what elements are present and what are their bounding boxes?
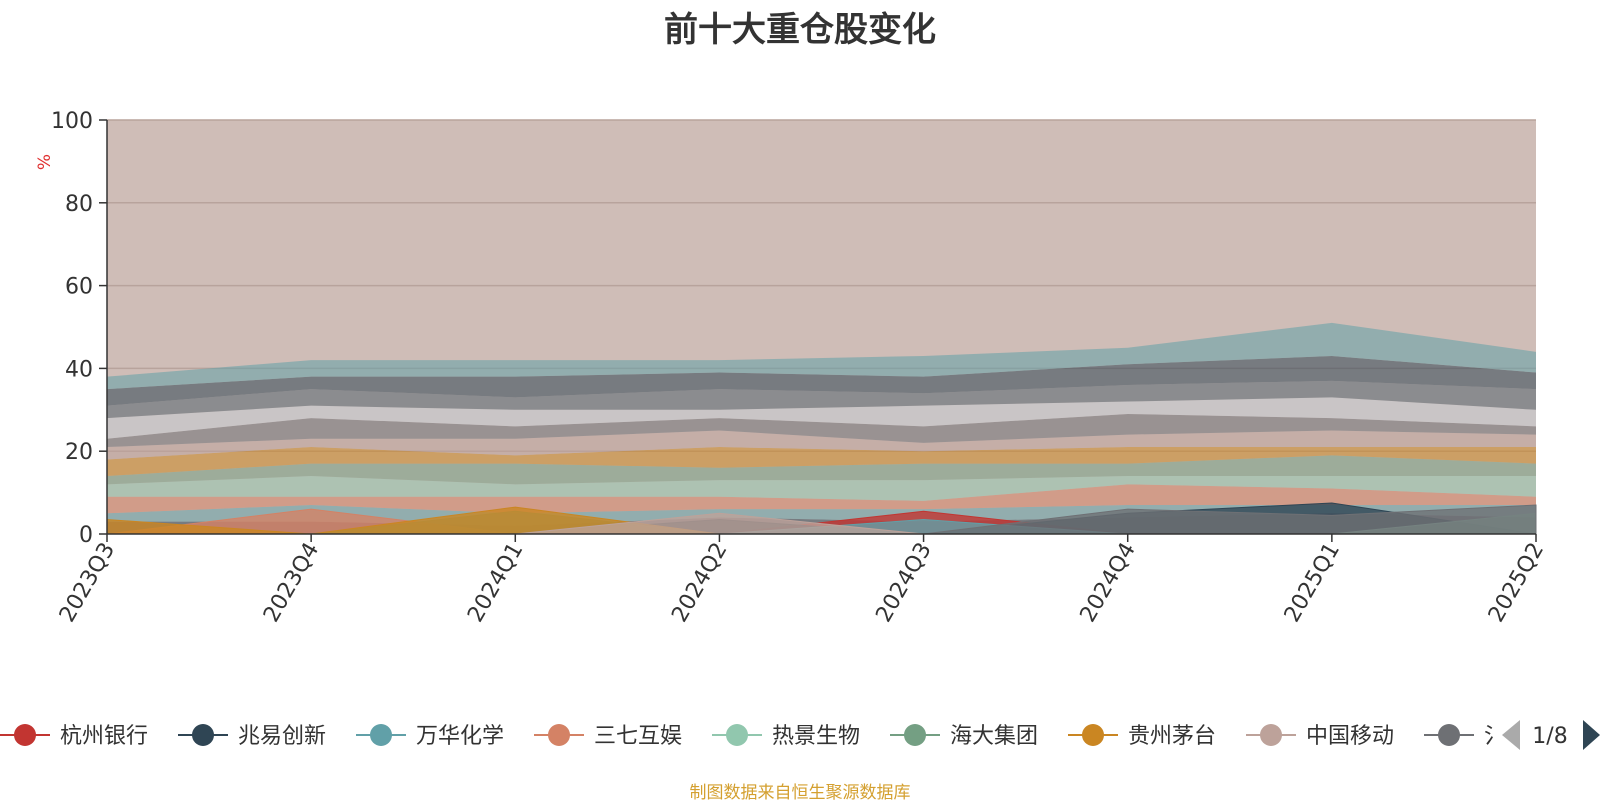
legend: 杭州银行 兆易创新 万华化学 三七互娱 热景生物 海大集团 贵州茅台 中国移动 氵 bbox=[0, 724, 1506, 749]
y-tick-label: 20 bbox=[65, 440, 93, 465]
legend-label: 热景生物 bbox=[772, 724, 860, 749]
decorative-band bbox=[107, 455, 1536, 485]
legend-item[interactable]: 氵 bbox=[1424, 724, 1506, 749]
y-tick-label: 80 bbox=[65, 192, 93, 217]
axes bbox=[106, 120, 1536, 535]
decorative-band bbox=[107, 355, 1536, 406]
chart-title: 前十大重仓股变化 bbox=[664, 10, 936, 50]
legend-label: 海大集团 bbox=[950, 724, 1038, 749]
decorative-band bbox=[107, 380, 1536, 419]
x-tick-label: 2023Q3 bbox=[55, 539, 120, 627]
legend-label: 万华化学 bbox=[416, 724, 504, 749]
decorative-band bbox=[107, 397, 1536, 439]
legend-dot-icon bbox=[1438, 724, 1460, 746]
decorative-band bbox=[107, 476, 1536, 501]
y-tick-label: 40 bbox=[65, 357, 93, 382]
legend-item[interactable]: 兆易创新 bbox=[178, 724, 326, 749]
decorative-band bbox=[107, 447, 1536, 477]
legend-label: 中国移动 bbox=[1306, 724, 1394, 749]
legend-item[interactable]: 贵州茅台 bbox=[1068, 724, 1216, 749]
x-tick-label: 2025Q2 bbox=[1484, 539, 1549, 627]
x-tick-label: 2025Q1 bbox=[1280, 539, 1345, 627]
decorative-band bbox=[107, 322, 1536, 390]
legend-label: 贵州茅台 bbox=[1128, 724, 1216, 749]
legend-prev-arrow-icon[interactable] bbox=[1502, 720, 1520, 750]
y-tick-label: 0 bbox=[79, 523, 93, 548]
legend-dot-icon bbox=[726, 724, 748, 746]
x-tick-label: 2024Q4 bbox=[1076, 539, 1141, 627]
x-tick-label: 2024Q1 bbox=[463, 539, 528, 627]
legend-dot-icon bbox=[1260, 724, 1282, 746]
legend-dot-icon bbox=[548, 724, 570, 746]
y-axis-unit: % bbox=[35, 154, 55, 170]
x-tick-label: 2023Q4 bbox=[259, 539, 324, 627]
legend-item[interactable]: 杭州银行 bbox=[0, 724, 148, 749]
legend-item[interactable]: 海大集团 bbox=[890, 724, 1038, 749]
decorative-band bbox=[107, 430, 1536, 460]
legend-dot-icon bbox=[14, 724, 36, 746]
source-note: 制图数据来自恒生聚源数据库 bbox=[689, 783, 911, 803]
x-tick-labels: 2023Q3 2023Q4 2024Q1 2024Q2 2024Q3 2024Q4 2025… bbox=[55, 534, 1549, 627]
legend-label: 三七互娱 bbox=[594, 724, 682, 749]
y-tick-labels: 0 20 40 60 80 100 bbox=[51, 109, 107, 548]
legend-item[interactable]: 热景生物 bbox=[712, 724, 860, 749]
legend-item[interactable]: 中国移动 bbox=[1246, 724, 1394, 749]
legend-next-arrow-icon[interactable] bbox=[1583, 720, 1600, 750]
legend-dot-icon bbox=[904, 724, 926, 746]
legend-pager: 1/8 bbox=[1502, 720, 1600, 750]
legend-item[interactable]: 三七互娱 bbox=[534, 724, 682, 749]
legend-page-indicator: 1/8 bbox=[1532, 724, 1567, 749]
legend-label: 氵 bbox=[1484, 724, 1506, 749]
legend-dot-icon bbox=[1082, 724, 1104, 746]
legend-dot-icon bbox=[192, 724, 214, 746]
legend-label: 兆易创新 bbox=[238, 724, 326, 749]
legend-dot-icon bbox=[370, 724, 392, 746]
x-tick-label: 2024Q3 bbox=[871, 539, 936, 627]
x-tick-label: 2024Q2 bbox=[667, 539, 732, 627]
legend-item[interactable]: 万华化学 bbox=[356, 724, 504, 749]
y-tick-label: 100 bbox=[51, 109, 93, 134]
y-tick-label: 60 bbox=[65, 275, 93, 300]
decorative-band bbox=[107, 413, 1536, 448]
legend-label: 杭州银行 bbox=[60, 724, 148, 749]
